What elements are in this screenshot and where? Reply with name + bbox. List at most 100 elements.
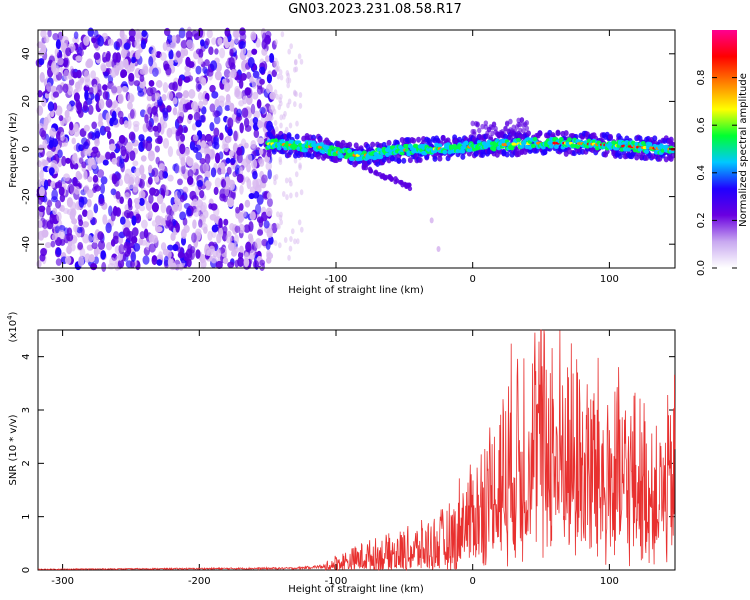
noise-dot (265, 55, 270, 63)
noise-dot (162, 42, 168, 51)
noise-dot (278, 242, 282, 249)
noise-dot (44, 242, 52, 249)
noise-dot (151, 167, 159, 178)
noise-dot (142, 255, 150, 265)
noise-dot (66, 233, 74, 242)
noise-dot (81, 161, 87, 169)
snr-x-tick-label: -200 (188, 576, 211, 587)
noise-dot (221, 167, 226, 175)
noise-dot (132, 184, 139, 193)
spectrogram-x-axis-label: Height of straight line (km) (288, 285, 424, 296)
noise-dot (37, 90, 43, 98)
noise-dot (168, 221, 174, 231)
noise-dot (256, 85, 263, 95)
noise-dot (72, 176, 78, 187)
noise-dot (199, 158, 206, 165)
noise-dot (148, 56, 154, 67)
noise-dot (195, 119, 202, 128)
noise-dot (210, 167, 217, 178)
noise-dot (195, 151, 203, 161)
noise-dot (110, 210, 116, 222)
noise-dot (232, 144, 238, 153)
noise-dot (227, 128, 233, 137)
snr-x-axis-label: Height of straight line (km) (288, 584, 424, 595)
noise-dot (279, 100, 283, 107)
noise-dot (41, 98, 47, 107)
band-core-dot (442, 149, 448, 155)
noise-dot (52, 207, 58, 216)
noise-dot (38, 186, 45, 197)
noise-dot (285, 194, 289, 201)
noise-dot (288, 245, 293, 252)
noise-dot (113, 231, 120, 240)
noise-dot (133, 197, 140, 205)
band-halo-dot (508, 118, 513, 125)
noise-dot (133, 80, 141, 87)
noise-dot (206, 249, 213, 257)
noise-dot (191, 232, 197, 243)
noise-dot (98, 112, 103, 124)
noise-dot (265, 240, 271, 251)
noise-dot (173, 162, 180, 174)
band-halo-dot (504, 121, 510, 127)
noise-dot (180, 156, 186, 167)
colorbar-label: Normalized spectral amplitude (738, 73, 749, 227)
noise-dot (94, 93, 100, 102)
snr-y-tick-label: 1 (21, 513, 32, 519)
noise-dot (162, 248, 169, 256)
noise-dot (131, 227, 139, 237)
noise-dot (175, 92, 183, 99)
noise-dot (135, 49, 141, 60)
noise-dot (299, 226, 304, 233)
snr-x-tick-label: -300 (51, 576, 74, 587)
noise-dot (196, 179, 204, 188)
noise-dot (57, 149, 63, 159)
noise-dot (225, 157, 231, 164)
band-core-dot (644, 149, 649, 154)
noise-dot (271, 69, 277, 78)
noise-dot (298, 162, 302, 169)
noise-dot (100, 176, 108, 185)
noise-dot (166, 34, 173, 44)
noise-dot (283, 237, 288, 244)
noise-dot (211, 37, 217, 45)
noise-dot (273, 89, 278, 96)
snr-x-tick-label: -100 (325, 576, 348, 587)
noise-dot (161, 93, 167, 102)
branch-dot (361, 164, 366, 169)
noise-dot (228, 150, 235, 157)
noise-dot (293, 58, 298, 65)
band-core-dot (463, 140, 469, 146)
noise-dot (167, 146, 174, 158)
band-halo-dot (617, 153, 623, 160)
noise-dot (237, 251, 244, 259)
noise-dot (210, 203, 218, 211)
noise-dot (87, 104, 94, 115)
noise-dot (170, 126, 177, 135)
noise-dot (290, 228, 295, 235)
noise-dot (183, 126, 188, 133)
noise-dot (219, 47, 226, 59)
branch-dot (384, 174, 389, 180)
noise-dot (124, 204, 130, 211)
band-core-dot (437, 143, 443, 148)
noise-dot (209, 122, 215, 132)
noise-dot (274, 57, 278, 64)
noise-dot (191, 30, 199, 37)
noise-dot (64, 255, 72, 265)
noise-dot (117, 93, 124, 104)
snr-y-tick-label: 2 (21, 460, 32, 466)
noise-dot (187, 169, 194, 179)
noise-dot (50, 196, 58, 203)
band-core-dot (339, 154, 344, 159)
noise-dot (198, 75, 205, 83)
noise-dot (192, 198, 198, 206)
noise-dot (274, 39, 278, 46)
noise-dot (47, 101, 55, 112)
noise-dot (252, 70, 260, 79)
isolated-dot (436, 245, 441, 252)
noise-dot (125, 220, 131, 229)
noise-dot (142, 139, 148, 149)
noise-dot (102, 214, 108, 225)
